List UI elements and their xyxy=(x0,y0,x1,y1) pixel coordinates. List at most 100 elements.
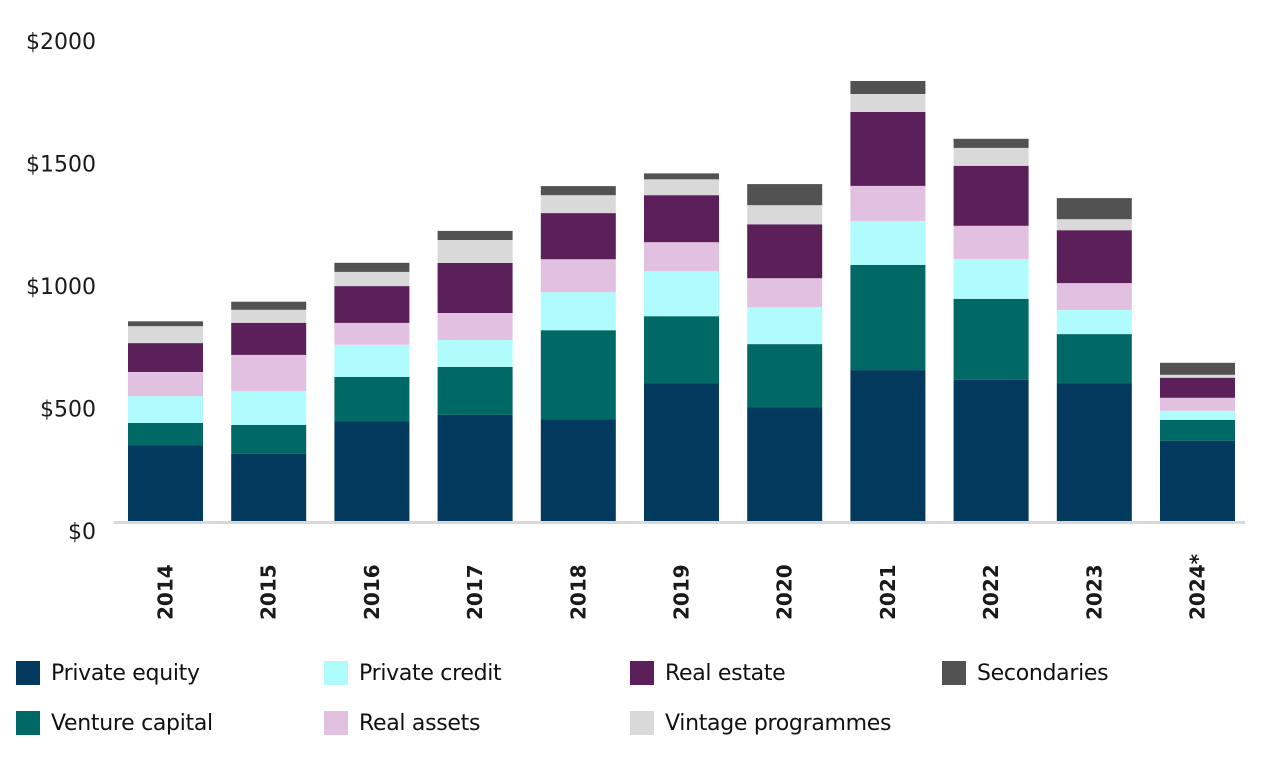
legend-swatch xyxy=(324,711,348,735)
bar-segment-real-assets xyxy=(334,322,410,345)
bar-segment-real-estate xyxy=(334,286,410,323)
bar-segment-private-credit xyxy=(540,292,616,331)
bar-segment-vintage-programmes xyxy=(231,309,307,323)
bar-segment-real-estate xyxy=(644,195,719,243)
bars xyxy=(128,81,1235,522)
bar-segment-real-assets xyxy=(437,313,513,340)
x-tick-label: 2019 xyxy=(670,564,694,620)
bar-segment-real-estate xyxy=(128,343,203,372)
bar-segment-vintage-programmes xyxy=(128,326,203,344)
bar-segment-private-credit xyxy=(747,307,823,345)
bar-segment-private-credit xyxy=(334,344,410,377)
legend-item-venture-capital: Venture capital xyxy=(16,708,213,738)
bar-segment-vintage-programmes xyxy=(1056,219,1132,231)
bar-segment-secondaries xyxy=(1160,362,1235,375)
bar-segment-secondaries xyxy=(128,321,203,327)
bar-segment-vintage-programmes xyxy=(644,179,719,196)
bar-segment-private-credit xyxy=(231,390,307,425)
bar-stack-2020 xyxy=(747,184,823,522)
bar-stack-2018 xyxy=(540,186,616,522)
bar-segment-real-estate xyxy=(231,322,307,355)
bar-segment-real-assets xyxy=(747,278,823,308)
bar-segment-real-assets xyxy=(644,242,719,272)
bar-segment-private-credit xyxy=(953,258,1029,299)
bar-segment-real-estate xyxy=(540,213,616,260)
x-tick-label: 2014 xyxy=(154,564,178,620)
y-tick-label: $1500 xyxy=(26,153,96,178)
bar-segment-private-credit xyxy=(644,271,719,317)
legend-label: Venture capital xyxy=(51,710,213,736)
bar-stack-2019 xyxy=(644,173,719,522)
legend-item-private-credit: Private credit xyxy=(324,658,502,688)
bar-segment-real-assets xyxy=(128,372,203,397)
bar-stack-2023 xyxy=(1056,198,1132,522)
legend-label: Private credit xyxy=(359,660,502,686)
bar-segment-real-assets xyxy=(953,225,1029,259)
y-tick-label: $0 xyxy=(68,520,96,545)
bar-segment-secondaries xyxy=(540,186,616,196)
bar-segment-venture-capital xyxy=(850,265,926,371)
x-tick-label: 2024* xyxy=(1186,553,1210,620)
stacked-bar-chart: $0$500$1000$1500$2000 2014 2015 2016 2017 20… xyxy=(26,30,1245,620)
legend-item-secondaries: Secondaries xyxy=(942,658,1109,688)
bar-segment-secondaries xyxy=(437,230,513,240)
legend-item-private-equity: Private equity xyxy=(16,658,200,688)
bar-stack-2016 xyxy=(334,262,410,522)
legend-item-real-assets: Real assets xyxy=(324,708,480,738)
bar-segment-venture-capital xyxy=(540,330,616,420)
bar-segment-vintage-programmes xyxy=(747,205,823,225)
bar-segment-real-estate xyxy=(747,224,823,279)
y-tick-label: $1000 xyxy=(26,275,96,300)
legend-swatch xyxy=(942,661,966,685)
bar-segment-secondaries xyxy=(747,184,823,206)
bar-segment-secondaries xyxy=(334,262,410,272)
bar-segment-venture-capital xyxy=(644,316,719,384)
bar-segment-private-equity xyxy=(953,379,1029,522)
y-axis: $0 $500 $1000 $1500 $2000 xyxy=(26,30,96,545)
bar-segment-private-credit xyxy=(1056,310,1132,335)
bar-segment-real-assets xyxy=(1056,283,1132,310)
bar-segment-private-equity xyxy=(231,453,307,522)
bar-stack-2017 xyxy=(437,230,513,522)
bar-segment-vintage-programmes xyxy=(850,94,926,112)
bar-segment-venture-capital xyxy=(128,423,203,446)
bar-segment-private-equity xyxy=(1160,440,1235,522)
bar-stack-2014 xyxy=(128,321,203,522)
bar-stack-2024 xyxy=(1160,362,1235,522)
bar-segment-secondaries xyxy=(1056,198,1132,220)
bar-segment-private-equity xyxy=(334,421,410,522)
x-tick-label: 2020 xyxy=(773,564,797,620)
bar-segment-private-equity xyxy=(644,383,719,522)
legend-label: Secondaries xyxy=(977,660,1109,686)
x-tick-label: 2022 xyxy=(979,564,1003,620)
bar-segment-venture-capital xyxy=(334,377,410,422)
bar-segment-real-assets xyxy=(850,185,926,221)
x-tick-label: 2021 xyxy=(876,564,900,620)
bar-segment-real-estate xyxy=(1160,377,1235,398)
legend: Private equity Venture capital Private c… xyxy=(0,652,1262,752)
bar-segment-secondaries xyxy=(644,173,719,180)
bar-segment-secondaries xyxy=(231,301,307,310)
bar-segment-real-assets xyxy=(231,354,307,391)
bar-stack-2022 xyxy=(953,138,1029,522)
bar-stack-2021 xyxy=(850,81,926,522)
bar-segment-private-equity xyxy=(1056,383,1132,522)
legend-label: Real estate xyxy=(665,660,786,686)
bar-segment-private-credit xyxy=(437,340,513,367)
bar-segment-private-credit xyxy=(1160,410,1235,420)
legend-swatch xyxy=(630,711,654,735)
x-tick-label: 2023 xyxy=(1082,564,1106,620)
legend-item-vintage-programmes: Vintage programmes xyxy=(630,708,891,738)
bar-segment-real-estate xyxy=(850,111,926,186)
bar-segment-venture-capital xyxy=(437,366,513,415)
bar-segment-private-equity xyxy=(850,370,926,522)
bar-segment-venture-capital xyxy=(953,298,1029,380)
bar-segment-vintage-programmes xyxy=(540,195,616,214)
legend-label: Private equity xyxy=(51,660,200,686)
bar-segment-venture-capital xyxy=(1160,419,1235,441)
bar-stack-2015 xyxy=(231,301,307,522)
bar-segment-private-equity xyxy=(747,407,823,522)
bar-segment-private-equity xyxy=(128,445,203,522)
legend-swatch xyxy=(16,711,40,735)
bar-segment-venture-capital xyxy=(747,344,823,408)
